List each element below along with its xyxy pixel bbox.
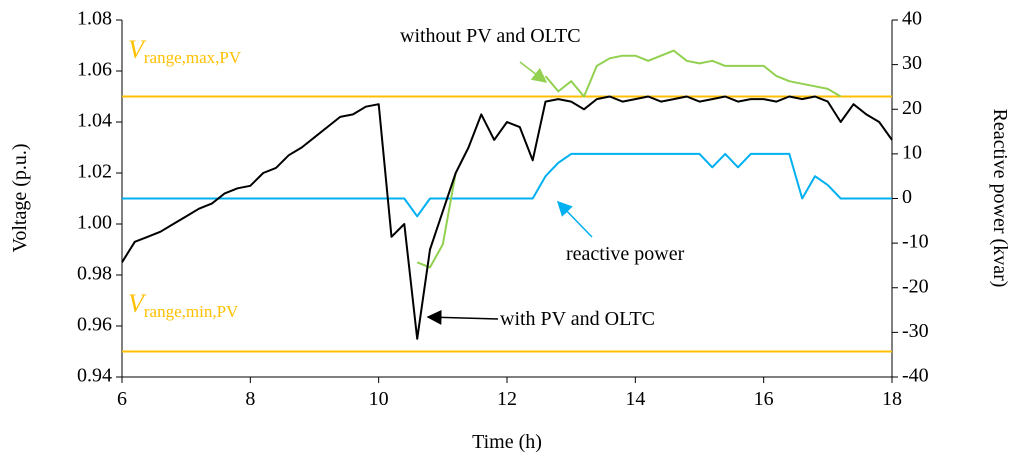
y2-tick-label: 40 [902, 8, 922, 30]
y2-tick-label: 10 [902, 141, 922, 163]
annotation-arrow [426, 309, 499, 325]
y-tick-label: 0.96 [77, 314, 112, 336]
x-tick-label: 12 [497, 388, 517, 410]
y2-tick-label: 20 [902, 97, 922, 119]
series-line [121, 95, 893, 340]
x-tick-label: 10 [369, 388, 389, 410]
y-tick-label: 1.04 [77, 110, 112, 132]
series-line [122, 152, 892, 218]
y-tick-label: 1.06 [77, 59, 112, 81]
x-tick-label: 14 [625, 388, 645, 410]
y2-tick-label: 30 [902, 52, 922, 74]
series-label: reactive power [566, 243, 685, 265]
x-axis-title: Time (h) [472, 431, 542, 453]
y-tick-label: 1.02 [77, 161, 112, 183]
reference-symbol: V [128, 289, 147, 318]
series-label: with PV and OLTC [500, 308, 655, 330]
reference-subscript: range,max,PV [144, 48, 242, 67]
x-tick-label: 8 [245, 388, 255, 410]
y2-tick-label: 0 [902, 186, 912, 208]
y-tick-label: 1.00 [77, 212, 112, 234]
reference-label: Vrange,min,PV [128, 289, 239, 321]
y2-tick-label: -10 [902, 231, 929, 253]
series-line [416, 49, 842, 269]
reference-label: Vrange,max,PV [128, 35, 242, 67]
x-tick-label: 16 [754, 388, 774, 410]
annotation-arrow [519, 61, 548, 83]
reference-symbol: V [128, 35, 147, 64]
y-axis-title: Voltage (p.u.) [9, 143, 31, 252]
y-tick-label: 0.94 [77, 365, 112, 387]
annotation-arrow [556, 200, 593, 238]
y2-tick-label: -30 [902, 320, 929, 342]
y2-tick-label: -40 [902, 365, 929, 387]
reference-subscript: range,min,PV [144, 302, 239, 321]
y2-axis-title: Reactive power (kvar) [989, 109, 1009, 288]
x-tick-label: 6 [117, 388, 127, 410]
x-tick-label: 18 [882, 388, 902, 410]
y2-tick-label: -20 [902, 275, 929, 297]
y-tick-label: 1.08 [77, 8, 112, 30]
series-label: without PV and OLTC [400, 25, 581, 47]
y-tick-label: 0.98 [77, 263, 112, 285]
